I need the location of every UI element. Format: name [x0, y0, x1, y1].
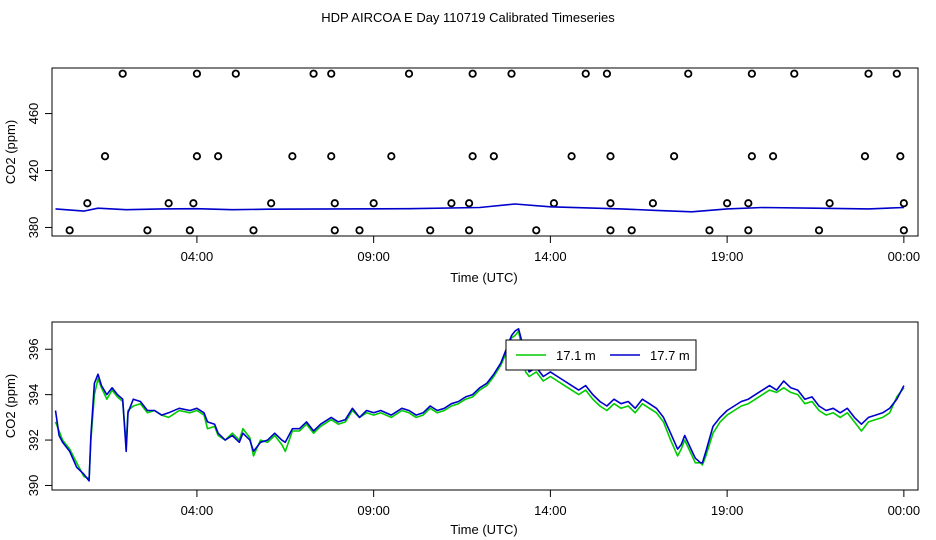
top-y-axis-label: CO2 (ppm): [3, 120, 18, 184]
top-x-tick-label: 09:00: [357, 249, 390, 264]
calibration-point: [309, 69, 318, 78]
calibration-point: [231, 69, 240, 78]
calibration-point: [330, 199, 339, 208]
bottom-x-axis-label: Time (UTC): [450, 522, 517, 537]
calibration-point: [549, 199, 559, 208]
calibration-point: [860, 152, 870, 161]
top-series-line-1: [55, 203, 904, 213]
bottom-y-tick-label: 392: [26, 429, 41, 451]
calibration-point: [192, 69, 202, 78]
calibration-point: [532, 226, 541, 235]
top-x-axis: 04:00 09:00 14:00 19:00 00:00: [181, 235, 921, 264]
calibration-point: [814, 226, 824, 235]
bottom-x-tick-label: 00:00: [888, 503, 921, 518]
bottom-series-line-1: [54, 330, 905, 480]
calibration-point: [489, 152, 498, 161]
calibration-point: [899, 226, 908, 235]
calibration-point: [896, 152, 905, 161]
calibration-point: [684, 69, 693, 78]
calibration-point: [747, 69, 756, 78]
calibration-point: [627, 226, 636, 235]
top-y-tick-label: 420: [26, 160, 41, 182]
calibration-point: [581, 69, 590, 78]
calibration-point: [164, 199, 173, 208]
calibration-point: [355, 226, 364, 235]
calibration-point: [507, 69, 516, 78]
calibration-point: [468, 69, 477, 78]
calibration-point: [825, 199, 834, 208]
calibration-point: [602, 69, 612, 78]
calibration-point: [899, 199, 908, 208]
calibration-point: [404, 69, 414, 78]
bottom-panel: 04:00 09:00 14:00 19:00 00:00 390 392 394 396 T…: [3, 321, 921, 537]
bottom-x-tick-label: 04:00: [181, 503, 214, 518]
bottom-y-axis-label: CO2 (ppm): [3, 374, 18, 438]
bottom-y-tick-label: 396: [26, 338, 41, 360]
calibration-point: [387, 152, 396, 161]
calibration-point: [267, 199, 276, 208]
top-panel: 04:00 09:00 14:00 19:00 00:00 380 420 460 Time…: [3, 67, 921, 285]
top-x-tick-label: 00:00: [888, 249, 921, 264]
calibration-point: [330, 226, 339, 235]
chart-title: HDP AIRCOA E Day 110719 Calibrated Times…: [321, 10, 615, 25]
top-x-axis-label: Time (UTC): [450, 270, 517, 285]
calibration-point: [747, 152, 756, 161]
calibration-point: [892, 69, 901, 78]
calibration-point: [189, 199, 198, 208]
bottom-y-tick-label: 394: [26, 384, 41, 406]
calibration-point: [426, 226, 435, 235]
calibration-point: [606, 199, 615, 208]
calibration-point: [369, 199, 378, 208]
bottom-plot-marks: [54, 328, 905, 482]
calibration-point: [327, 69, 336, 78]
calibration-point: [648, 199, 657, 208]
calibration-point: [83, 199, 92, 208]
legend: 17.1 m 17.7 m: [505, 339, 697, 371]
bottom-x-tick-label: 19:00: [711, 503, 744, 518]
legend-label-17-1m: 17.1 m: [556, 348, 596, 363]
bottom-y-tick-label: 390: [26, 475, 41, 497]
top-y-tick-label: 380: [26, 217, 41, 239]
top-plot-frame: [51, 67, 919, 237]
calibration-point: [65, 226, 74, 235]
bottom-x-axis: 04:00 09:00 14:00 19:00 00:00: [181, 489, 921, 518]
bottom-series-line-2: [54, 328, 905, 482]
calibration-point: [143, 226, 152, 235]
calibration-point: [670, 152, 679, 161]
calibration-point: [744, 199, 753, 208]
calibration-point: [249, 226, 258, 235]
calibration-point: [192, 152, 202, 161]
calibration-point: [606, 152, 615, 161]
top-x-tick-label: 19:00: [711, 249, 744, 264]
calibration-point: [185, 226, 194, 235]
top-y-axis: 380 420 460: [26, 103, 53, 239]
calibration-point: [790, 69, 799, 78]
calibration-point: [705, 226, 714, 235]
bottom-x-tick-label: 14:00: [534, 503, 567, 518]
calibration-point: [447, 199, 456, 208]
top-x-tick-label: 14:00: [534, 249, 567, 264]
calibration-point: [606, 226, 615, 235]
calibration-point: [744, 226, 753, 235]
calibration-point: [214, 152, 223, 161]
calibration-point: [327, 152, 336, 161]
legend-label-17-7m: 17.7 m: [650, 348, 690, 363]
calibration-point: [723, 199, 732, 208]
top-plot-marks: [55, 69, 908, 235]
calibration-point: [567, 152, 576, 161]
calibration-point: [288, 152, 297, 161]
calibration-point: [768, 152, 778, 161]
top-x-tick-label: 04:00: [181, 249, 214, 264]
calibration-point: [864, 69, 873, 78]
calibration-point: [100, 152, 110, 161]
calibration-point: [464, 226, 474, 235]
calibration-point: [468, 152, 477, 161]
calibration-point: [464, 199, 474, 208]
calibration-point: [118, 69, 127, 78]
top-y-tick-label: 460: [26, 103, 41, 125]
bottom-plot-frame: [51, 321, 919, 491]
bottom-x-tick-label: 09:00: [357, 503, 390, 518]
bottom-y-axis: 390 392 394 396: [26, 338, 53, 497]
